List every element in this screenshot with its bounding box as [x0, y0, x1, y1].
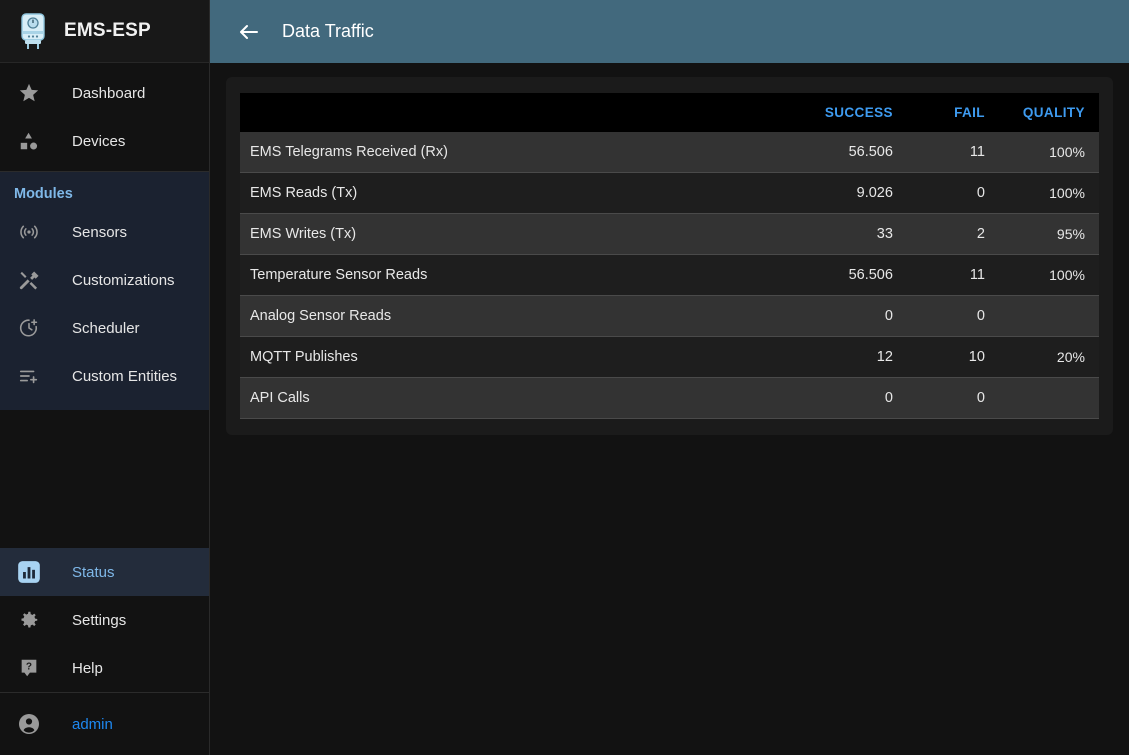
sidebar-divider-bottom	[0, 692, 209, 693]
shapes-icon	[14, 126, 44, 156]
cell-fail: 2	[902, 213, 995, 255]
star-icon	[14, 78, 44, 108]
main-area: Data Traffic SUCCESS FAIL QUALITY EMS Te…	[210, 0, 1129, 755]
sidebar-item-settings[interactable]: Settings	[0, 596, 209, 644]
cell-metric-name: Temperature Sensor Reads	[240, 254, 783, 296]
sidebar-item-dashboard[interactable]: Dashboard	[0, 69, 209, 117]
account-circle-icon	[14, 709, 44, 739]
cell-metric-name: API Calls	[240, 377, 783, 419]
sidebar-item-status[interactable]: Status	[0, 548, 209, 596]
cell-success: 0	[782, 377, 903, 419]
cell-quality	[994, 377, 1099, 419]
cell-quality: 100%	[994, 254, 1099, 296]
cell-fail: 0	[902, 295, 995, 337]
sidebar-item-label: Custom Entities	[72, 367, 178, 385]
table-row[interactable]: EMS Reads (Tx) 9.026 0 100%	[240, 172, 1099, 214]
table-header-row: SUCCESS FAIL QUALITY	[240, 93, 1099, 132]
cell-success: 56.506	[782, 254, 903, 296]
sidebar-user-label: admin	[72, 715, 113, 733]
content-area: SUCCESS FAIL QUALITY EMS Telegrams Recei…	[210, 63, 1129, 755]
nav-primary: Dashboard Devices	[0, 63, 209, 171]
cell-quality	[994, 295, 1099, 337]
tools-icon	[14, 265, 44, 295]
brand-title: EMS-ESP	[64, 20, 151, 41]
sidebar-item-custom-entities[interactable]: Custom Entities	[0, 352, 209, 400]
cell-fail: 11	[902, 254, 995, 296]
column-header-fail[interactable]: FAIL	[902, 93, 995, 132]
table-row[interactable]: EMS Writes (Tx) 33 2 95%	[240, 213, 1099, 255]
page-title: Data Traffic	[282, 21, 374, 41]
svg-text:?: ?	[26, 661, 32, 672]
sidebar-item-sensors[interactable]: Sensors	[0, 208, 209, 256]
cell-fail: 11	[902, 132, 995, 173]
column-header-success[interactable]: SUCCESS	[782, 93, 903, 132]
sidebar-item-label: Dashboard	[72, 84, 146, 102]
cell-quality: 20%	[994, 336, 1099, 378]
sidebar-item-label: Scheduler	[72, 319, 140, 337]
list-plus-icon	[14, 361, 44, 391]
sidebar-item-label: Settings	[72, 611, 127, 629]
traffic-card: SUCCESS FAIL QUALITY EMS Telegrams Recei…	[226, 77, 1113, 435]
sidebar: EMS-ESP Dashboard Devices Modules	[0, 0, 210, 755]
cell-fail: 10	[902, 336, 995, 378]
boiler-icon	[21, 13, 45, 49]
cell-metric-name: EMS Telegrams Received (Rx)	[240, 132, 783, 173]
cell-success: 33	[782, 213, 903, 255]
table-row[interactable]: MQTT Publishes 12 10 20%	[240, 336, 1099, 378]
column-header-quality[interactable]: QUALITY	[994, 93, 1099, 132]
table-row[interactable]: Analog Sensor Reads 0 0	[240, 295, 1099, 337]
cell-quality: 100%	[994, 132, 1099, 173]
data-traffic-table: SUCCESS FAIL QUALITY EMS Telegrams Recei…	[240, 93, 1099, 419]
brand-header[interactable]: EMS-ESP	[0, 0, 209, 63]
sidebar-user[interactable]: admin	[0, 693, 209, 755]
clock-plus-icon	[14, 313, 44, 343]
cell-fail: 0	[902, 377, 995, 419]
cell-success: 9.026	[782, 172, 903, 214]
modules-group-label: Modules	[14, 186, 73, 202]
cell-fail: 0	[902, 172, 995, 214]
sidebar-item-label: Status	[72, 563, 115, 581]
cell-metric-name: MQTT Publishes	[240, 336, 783, 378]
gear-icon	[14, 605, 44, 635]
nav-bottom: Status Settings ? Help	[0, 548, 209, 692]
sidebar-spacer	[0, 410, 209, 548]
cell-metric-name: EMS Reads (Tx)	[240, 172, 783, 214]
arrow-left-icon	[240, 24, 258, 39]
column-header-name[interactable]	[240, 93, 783, 132]
nav-modules: Modules Sensors Customizations Scheduler	[0, 172, 209, 410]
table-row[interactable]: Temperature Sensor Reads 56.506 11 100%	[240, 254, 1099, 296]
table-row[interactable]: API Calls 0 0	[240, 377, 1099, 419]
cell-metric-name: EMS Writes (Tx)	[240, 213, 783, 255]
cell-success: 12	[782, 336, 903, 378]
back-button[interactable]	[232, 15, 266, 49]
cell-quality: 100%	[994, 172, 1099, 214]
cell-quality: 95%	[994, 213, 1099, 255]
sidebar-item-devices[interactable]: Devices	[0, 117, 209, 165]
question-icon: ?	[14, 653, 44, 683]
sensor-broadcast-icon	[14, 217, 44, 247]
table-row[interactable]: EMS Telegrams Received (Rx) 56.506 11 100%	[240, 132, 1099, 173]
sidebar-item-scheduler[interactable]: Scheduler	[0, 304, 209, 352]
cell-metric-name: Analog Sensor Reads	[240, 295, 783, 337]
sidebar-item-label: Sensors	[72, 223, 128, 241]
sidebar-item-label: Devices	[72, 132, 126, 150]
cell-success: 0	[782, 295, 903, 337]
sidebar-divider	[0, 171, 209, 172]
sidebar-item-label: Help	[72, 659, 103, 677]
table-head: SUCCESS FAIL QUALITY	[240, 93, 1099, 132]
cell-success: 56.506	[782, 132, 903, 173]
table-body: EMS Telegrams Received (Rx) 56.506 11 100% E…	[240, 132, 1099, 419]
appbar: Data Traffic	[210, 0, 1129, 63]
bar-chart-icon	[14, 557, 44, 587]
sidebar-item-help[interactable]: ? Help	[0, 644, 209, 692]
sidebar-item-label: Customizations	[72, 271, 175, 289]
sidebar-item-customizations[interactable]: Customizations	[0, 256, 209, 304]
